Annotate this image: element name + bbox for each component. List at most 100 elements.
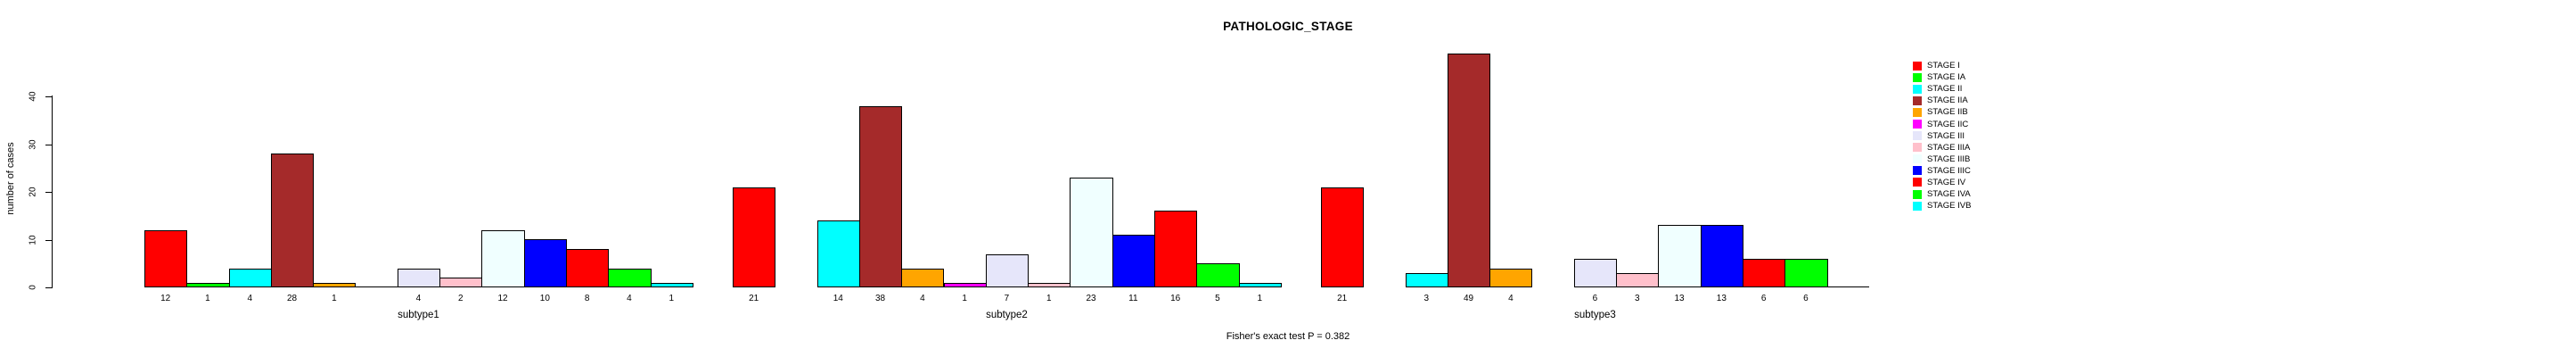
y-axis-tick-label: 30	[28, 138, 38, 150]
bar-stage-iiia-subtype3	[1616, 273, 1660, 287]
bar-stage-iic-subtype1	[355, 286, 398, 287]
legend-item-stage-iiia: STAGE IIIA	[1913, 142, 1971, 154]
bar-value-label: 14	[833, 294, 843, 303]
y-axis-tick-label: 40	[28, 91, 38, 102]
legend-label: STAGE IIB	[1927, 107, 1968, 118]
bar-stage-ii-subtype3	[1405, 273, 1448, 287]
bar-value-label: 1	[205, 294, 210, 303]
legend-swatch-icon	[1913, 189, 1922, 199]
bar-stage-iii-subtype2	[985, 254, 1030, 287]
legend-item-stage-iv: STAGE IV	[1913, 177, 1971, 188]
legend-label: STAGE IIIA	[1927, 142, 1971, 153]
bar-value-label: 6	[1592, 294, 1598, 303]
bar-value-label: 28	[286, 294, 298, 303]
bar-value-label: 1	[332, 294, 337, 303]
legend-label: STAGE IIIB	[1927, 154, 1971, 164]
legend-label: STAGE IVB	[1927, 201, 1972, 212]
bar-stage-iv-subtype2	[1154, 211, 1198, 287]
y-axis-tick-label: 10	[28, 234, 38, 245]
legend-item-stage-iib: STAGE IIB	[1913, 106, 1971, 118]
legend-item-stage-iiib: STAGE IIIB	[1913, 154, 1971, 165]
legend-label: STAGE I	[1927, 61, 1960, 71]
bar-value-label: 4	[920, 294, 925, 303]
bar-value-label: 12	[497, 294, 508, 303]
bar-stage-i-subtype1	[144, 230, 188, 287]
bar-stage-iiib-subtype1	[481, 230, 525, 287]
bar-stage-iiib-subtype3	[1658, 225, 1702, 287]
bar-stage-iib-subtype1	[313, 283, 357, 287]
bar-value-label: 21	[1337, 294, 1348, 303]
y-axis-label: number of cases	[5, 142, 16, 215]
legend-swatch-icon	[1913, 120, 1922, 129]
legend-swatch-icon	[1913, 84, 1922, 94]
bar-stage-ia-subtype1	[186, 283, 230, 287]
y-axis-tick	[45, 192, 52, 193]
legend-label: STAGE IV	[1927, 177, 1966, 187]
y-axis-line	[52, 95, 53, 288]
bar-stage-iva-subtype2	[1196, 263, 1240, 287]
y-axis-tick	[45, 239, 52, 241]
bar-value-label: 21	[749, 294, 759, 303]
bar-value-label: 6	[1803, 294, 1809, 303]
legend-item-stage-ii: STAGE II	[1913, 83, 1971, 95]
legend-swatch-icon	[1913, 107, 1922, 117]
bar-value-label: 23	[1086, 294, 1096, 303]
legend-item-stage-iii: STAGE III	[1913, 130, 1971, 142]
bar-value-label: 1	[1046, 294, 1052, 303]
legend-item-stage-ivb: STAGE IVB	[1913, 200, 1971, 212]
legend-swatch-icon	[1913, 166, 1922, 176]
legend-label: STAGE IIC	[1927, 119, 1969, 129]
legend-swatch-icon	[1913, 61, 1922, 71]
bar-stage-iiia-subtype1	[439, 278, 483, 287]
y-axis-tick	[45, 287, 52, 288]
bar-value-label: 10	[539, 294, 550, 303]
bar-stage-ivb-subtype2	[1238, 283, 1282, 287]
bar-value-label: 4	[1508, 294, 1514, 303]
bar-stage-iii-subtype3	[1573, 259, 1618, 287]
legend-swatch-icon	[1913, 143, 1922, 153]
legend-item-stage-iic: STAGE IIC	[1913, 118, 1971, 129]
bar-value-label: 4	[415, 294, 422, 303]
bar-value-label: 13	[1674, 294, 1685, 303]
bar-stage-iia-subtype3	[1447, 54, 1491, 287]
bar-stage-iiic-subtype3	[1700, 225, 1743, 287]
bar-value-label: 2	[457, 294, 464, 303]
bar-stage-iic-subtype2	[943, 283, 987, 287]
legend-swatch-icon	[1913, 72, 1922, 82]
legend-label: STAGE IA	[1927, 72, 1966, 83]
bar-stage-iib-subtype2	[901, 269, 945, 287]
legend-label: STAGE II	[1927, 84, 1963, 95]
legend-swatch-icon	[1913, 178, 1922, 187]
bar-stage-i-subtype3	[1321, 187, 1365, 287]
bar-stage-iv-subtype1	[566, 249, 610, 287]
bar-stage-ii-subtype2	[816, 220, 860, 287]
bar-stage-iia-subtype1	[270, 154, 315, 287]
fisher-test-note: Fisher's exact test P = 0.382	[1226, 331, 1350, 342]
legend: STAGE I STAGE IA STAGE II STAGE IIA STAGE II…	[1913, 60, 1971, 212]
bar-stage-ii-subtype1	[228, 269, 272, 287]
legend-item-stage-iva: STAGE IVA	[1913, 188, 1971, 200]
bar-stage-iiib-subtype2	[1070, 178, 1113, 287]
legend-swatch-icon	[1913, 201, 1922, 211]
bar-value-label: 5	[1215, 294, 1220, 303]
bar-value-label: 8	[584, 294, 590, 303]
bar-value-label: 1	[669, 294, 675, 303]
page-title: PATHOLOGIC_STAGE	[1223, 20, 1353, 33]
bar-value-label: 1	[1257, 294, 1263, 303]
legend-label: STAGE III	[1927, 130, 1965, 141]
bar-stage-iva-subtype3	[1784, 259, 1828, 287]
y-axis-tick	[45, 96, 52, 97]
legend-label: STAGE IIA	[1927, 95, 1968, 106]
y-axis-tick-label: 20	[28, 187, 38, 197]
bar-value-label: 4	[627, 294, 632, 303]
x-axis-group-label-subtype3: subtype3	[1574, 310, 1616, 320]
bar-value-label: 1	[962, 294, 967, 303]
bar-value-label: 3	[1423, 294, 1430, 303]
bar-value-label: 16	[1170, 294, 1181, 303]
bar-value-label: 7	[1004, 294, 1010, 303]
bar-stage-iiia-subtype2	[1028, 283, 1071, 287]
bar-value-label: 4	[247, 294, 253, 303]
legend-label: STAGE IIIC	[1927, 165, 1971, 176]
legend-swatch-icon	[1913, 131, 1922, 141]
